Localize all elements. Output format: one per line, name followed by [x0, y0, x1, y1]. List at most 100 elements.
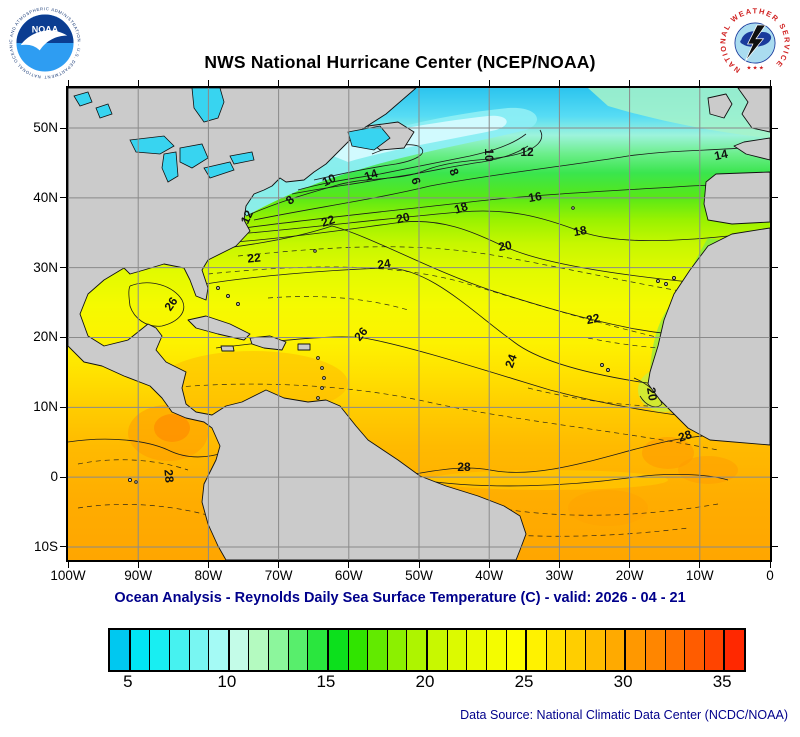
- land-jamaica: [220, 345, 235, 352]
- colorbar-tick-label: 35: [712, 672, 732, 691]
- lon-tick-label: 70W: [264, 568, 293, 583]
- colorbar-cell: [268, 630, 288, 670]
- axis-tick: [558, 80, 560, 86]
- axis-tick: [488, 80, 490, 86]
- axis-tick: [60, 267, 66, 269]
- sst-map: 12 8 10 14 6 8 10 12 14 16 18 20 18 20 22 22 24 26 26 22 24 2…: [66, 86, 772, 562]
- colorbar-cell: [227, 630, 249, 670]
- axis-tick: [60, 336, 66, 338]
- contour-label: 20: [643, 386, 661, 402]
- colorbar-cell: [624, 630, 645, 670]
- contour-label: 20: [394, 209, 412, 227]
- colorbar-tick-label: 30: [613, 672, 633, 691]
- colorbar-cell: [426, 630, 447, 670]
- contour-label: 12: [520, 145, 534, 159]
- colorbar-cell: [287, 630, 308, 670]
- axis-tick: [60, 546, 66, 548]
- colorbar-cell: [525, 630, 546, 670]
- contour-label: 28: [457, 460, 471, 474]
- axis-tick: [558, 562, 560, 568]
- axis-tick: [60, 127, 66, 129]
- axis-tick: [488, 562, 490, 568]
- contour-label: 16: [527, 188, 543, 206]
- lat-tick-label: 10N: [33, 399, 58, 415]
- axis-tick: [60, 197, 66, 199]
- lon-tick-label: 40W: [475, 568, 504, 583]
- lat-tick-label: 10S: [33, 538, 58, 554]
- colorbar-cell: [307, 630, 327, 670]
- colorbar-cell: [386, 630, 407, 670]
- colorbar-cell: [248, 630, 268, 670]
- axis-tick: [60, 406, 66, 408]
- nws-stars: ★ ★ ★: [746, 65, 763, 71]
- axis-tick: [629, 80, 631, 86]
- axis-tick: [418, 562, 420, 568]
- map-caption: Ocean Analysis - Reynolds Daily Sea Surf…: [114, 590, 686, 606]
- colorbar-cell: [149, 630, 169, 670]
- land-africa: [647, 227, 770, 446]
- colorbar-tick-label: 10: [217, 672, 237, 691]
- lake-superior: [129, 135, 175, 155]
- sst-map-canvas: [68, 88, 770, 560]
- colorbar-cell: [505, 630, 526, 670]
- colorbar-cell: [208, 630, 228, 670]
- axis-tick: [137, 562, 139, 568]
- contour-label: 18: [572, 222, 588, 240]
- noaa-seagull-icon: [20, 30, 68, 51]
- lon-tick-label: 90W: [124, 568, 153, 583]
- axis-tick: [137, 80, 139, 86]
- axis-tick: [772, 476, 778, 478]
- colorbar-cell: [604, 630, 625, 670]
- colorbar-tick-labels: 5 10 15 20 25 30 35: [108, 672, 742, 696]
- lon-tick-label: 60W: [334, 568, 363, 583]
- colorbar-cell: [644, 630, 665, 670]
- colorbar-cell: [326, 630, 348, 670]
- colorbar-cell: [406, 630, 426, 670]
- land-puerto-rico: [297, 343, 311, 351]
- nws-lightning-icon: [745, 24, 767, 62]
- contour-label: 24: [376, 256, 392, 272]
- colorbar-cell: [565, 630, 585, 670]
- axis-tick: [699, 562, 701, 568]
- colorbar-cell: [128, 630, 150, 670]
- axis-tick: [699, 80, 701, 86]
- axis-tick: [418, 80, 420, 86]
- lat-tick-label: 20N: [33, 329, 58, 345]
- lakes-layer: [73, 88, 391, 183]
- colorbar-cell: [110, 630, 129, 670]
- contour-label: 14: [713, 146, 729, 164]
- land-ireland: [707, 93, 733, 119]
- noaa-logo: NATIONAL OCEANIC AND ATMOSPHERIC ADMINIS…: [8, 6, 81, 80]
- lon-tick-label: 30W: [545, 568, 574, 583]
- contour-label: 10: [482, 148, 496, 162]
- small-lakes: [73, 91, 113, 119]
- contour-label: 22: [246, 250, 262, 266]
- data-source-note: Data Source: National Climatic Data Cent…: [460, 708, 788, 722]
- contour-label: 22: [585, 310, 601, 328]
- colorbar-tick-label: 20: [415, 672, 435, 691]
- gulf-of-st-lawrence: [347, 125, 391, 151]
- lon-tick-label: 10W: [685, 568, 714, 583]
- land-france: [733, 137, 770, 161]
- contour-label: 28: [161, 468, 177, 484]
- colorbar-cell: [684, 630, 704, 670]
- lon-tick-label: 50W: [405, 568, 433, 583]
- colorbar-cell: [446, 630, 467, 670]
- axis-tick: [348, 562, 350, 568]
- colorbar-cell: [723, 630, 744, 670]
- colorbar-cell: [347, 630, 368, 670]
- axis-tick: [207, 562, 209, 568]
- colorbar-tick-label: 25: [514, 672, 534, 691]
- land-hispaniola: [249, 335, 287, 351]
- axis-tick: [348, 80, 350, 86]
- lon-tick-label: 80W: [194, 568, 223, 583]
- axis-tick: [60, 476, 66, 478]
- axis-tick: [67, 562, 69, 568]
- axis-tick: [769, 80, 771, 86]
- lon-tick-label: 100W: [50, 568, 86, 583]
- lat-tick-label: 30N: [33, 259, 58, 275]
- colorbar-cell: [466, 630, 486, 670]
- colorbar-cell: [545, 630, 566, 670]
- axis-tick: [207, 80, 209, 86]
